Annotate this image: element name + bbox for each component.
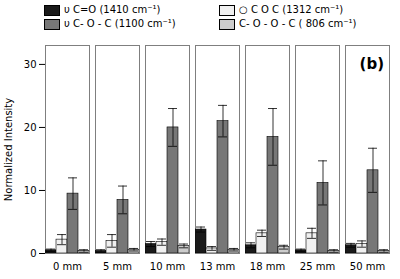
svg-text:20: 20	[24, 122, 37, 133]
svg-text:10: 10	[24, 185, 37, 196]
svg-text:25 mm: 25 mm	[300, 261, 335, 272]
svg-text:30: 30	[24, 59, 37, 70]
svg-text:10 mm: 10 mm	[150, 261, 185, 272]
html-text:○ C O C (1312 cm⁻¹): ○ C O C (1312 cm⁻¹)	[239, 4, 344, 15]
svg-text:0: 0	[30, 248, 36, 259]
html-text:(b): (b)	[359, 55, 384, 73]
svg-text:Normalized Intensity: Normalized Intensity	[3, 98, 14, 201]
svg-text:0 mm: 0 mm	[53, 261, 82, 272]
svg-text:5 mm: 5 mm	[103, 261, 132, 272]
html-text:υ C=O (1410 cm⁻¹): υ C=O (1410 cm⁻¹)	[64, 4, 161, 15]
svg-text:13 mm: 13 mm	[200, 261, 235, 272]
html-text:υ C- O - C (1100 cm⁻¹): υ C- O - C (1100 cm⁻¹)	[64, 18, 176, 29]
svg-text:18 mm: 18 mm	[250, 261, 285, 272]
svg-text:50 mm: 50 mm	[350, 261, 385, 272]
html-text:C- O - O - C ( 806 cm⁻¹): C- O - O - C ( 806 cm⁻¹)	[239, 18, 357, 29]
